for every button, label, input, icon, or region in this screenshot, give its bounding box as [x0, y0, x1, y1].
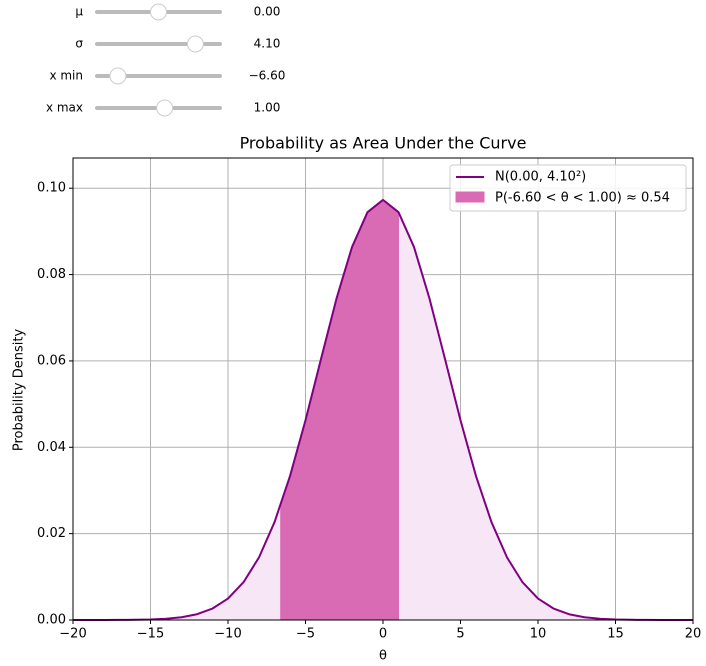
slider-value: −6.60	[249, 69, 286, 83]
slider-knob[interactable]	[150, 3, 167, 21]
curve	[73, 198, 693, 621]
y-tick-label: 0.04	[37, 440, 66, 455]
slider-label: σ	[75, 37, 83, 51]
slider-value: 1.00	[254, 101, 281, 115]
x-tick-label: 5	[456, 627, 464, 642]
shaded-area	[280, 199, 399, 621]
y-axis-label: Probability Density	[12, 329, 27, 452]
y-tick-label: 0.06	[37, 353, 66, 368]
legend-patch	[455, 191, 485, 203]
chart-title: Probability as Area Under the Curve	[240, 134, 527, 153]
x-tick-label: 15	[607, 627, 624, 642]
x-tick-label: 0	[379, 627, 387, 642]
plot-frame	[72, 157, 694, 621]
slider-label: x max	[46, 101, 83, 115]
y-tick-label: 0.10	[37, 181, 66, 196]
x-tick-label: 10	[530, 627, 547, 642]
y-tick-label: 0.08	[37, 267, 66, 282]
slider-knob[interactable]	[186, 35, 204, 53]
slider-value: 0.00	[254, 5, 281, 19]
legend-label: N(0.00, 4.10²)	[495, 170, 586, 185]
x-tick-label: 20	[685, 627, 702, 642]
slider-knob[interactable]	[109, 67, 127, 85]
legend-label: P(-6.60 < θ < 1.00) ≈ 0.54	[495, 191, 670, 206]
y-tick-label: 0.00	[37, 613, 66, 628]
x-axis-label: θ	[379, 649, 387, 663]
slider-label: μ	[75, 5, 83, 19]
legend-box	[449, 164, 687, 212]
x-tick-label: −20	[59, 627, 86, 642]
y-tick-label: 0.02	[37, 526, 66, 541]
x-tick-label: −15	[137, 627, 164, 642]
slider-value: 4.10	[254, 37, 281, 51]
slider-knob[interactable]	[156, 99, 174, 117]
legend: N(0.00, 4.10²) P(-6.60 < θ < 1.00) ≈ 0.54	[449, 164, 687, 212]
slider-label: x min	[49, 69, 83, 83]
x-tick-label: −5	[296, 627, 315, 642]
x-tick-label: −10	[214, 627, 241, 642]
